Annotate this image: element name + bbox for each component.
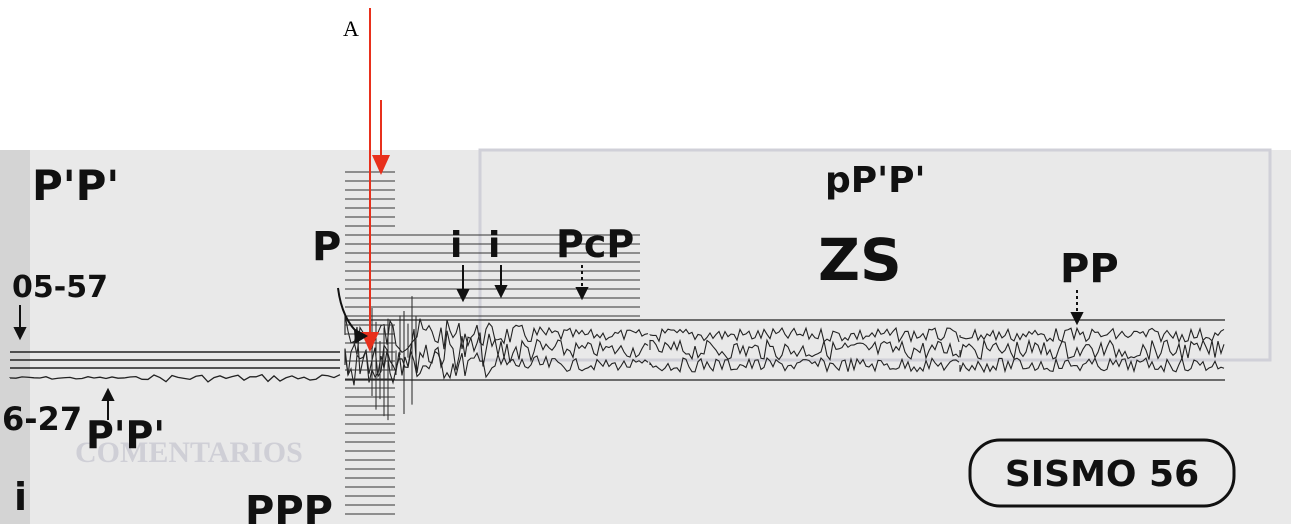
- scan-edge: [0, 150, 30, 524]
- marker-label: A: [343, 16, 359, 41]
- time-label: 6-27: [2, 400, 82, 438]
- phase-label: ZS: [818, 226, 902, 294]
- traces: [9, 171, 1225, 515]
- badge-label: SISMO 56: [1005, 454, 1199, 495]
- phase-label: i: [450, 225, 462, 266]
- trace: [959, 338, 1225, 361]
- phase-arrows: [13, 265, 1084, 420]
- phase-label: P'P': [86, 413, 165, 457]
- faint-map: [478, 148, 1272, 362]
- red-arrow-head: [372, 155, 390, 175]
- phase-label: P'P': [32, 161, 119, 210]
- trace: [959, 356, 1225, 374]
- phase-label: pP'P': [825, 160, 926, 201]
- phase-label: i: [14, 475, 27, 519]
- scan-background: [0, 150, 1291, 524]
- phase-label: PP: [1060, 246, 1119, 292]
- trace: [9, 373, 341, 383]
- trace: [344, 348, 649, 386]
- trace: [649, 338, 960, 361]
- trace: [344, 326, 649, 379]
- time-label: 05-57: [12, 270, 108, 305]
- phase-label: P: [312, 224, 341, 270]
- faint-heading: COMENTARIOS: [75, 436, 303, 469]
- phase-label: PPP: [245, 488, 333, 524]
- phase-label: PcP: [556, 222, 634, 266]
- trace: [959, 326, 1225, 344]
- trace: [649, 326, 960, 344]
- badge-box: [968, 438, 1236, 508]
- phase-label: i: [488, 225, 500, 266]
- trace: [649, 357, 960, 373]
